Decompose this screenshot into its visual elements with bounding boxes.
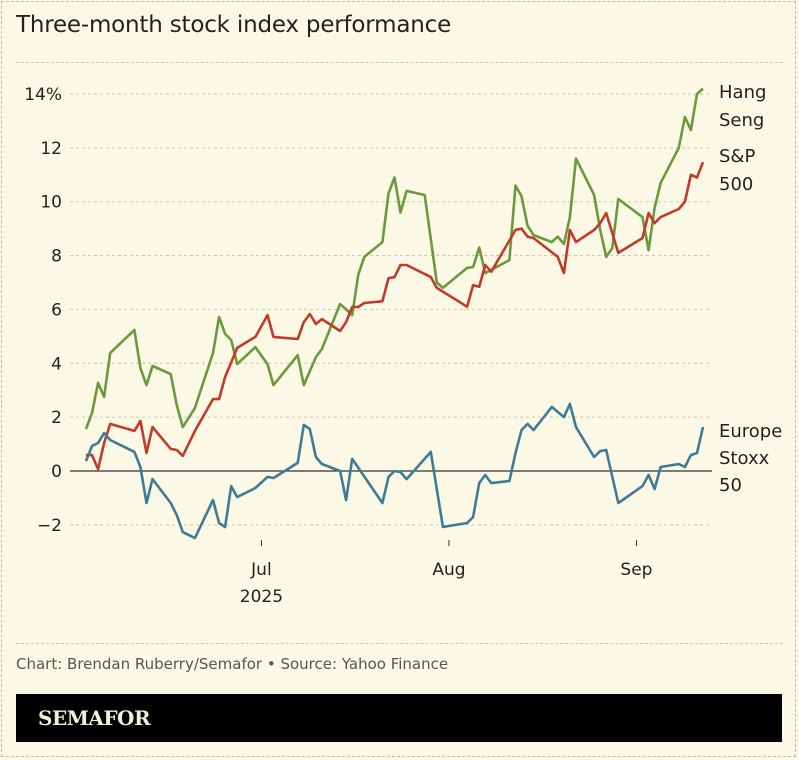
- y-tick-label: 8: [51, 247, 62, 267]
- y-tick-label: 14%: [24, 85, 62, 105]
- y-tick-label: 12: [40, 139, 62, 159]
- chart-title: Three-month stock index performance: [16, 12, 452, 38]
- series-label: S&P: [719, 146, 755, 167]
- series-line-hang-seng: [84, 87, 704, 430]
- divider-bottom: [16, 643, 783, 644]
- divider-top: [16, 62, 783, 63]
- x-tick-label: Aug: [432, 560, 465, 580]
- series-line-europe-stoxx-50: [84, 402, 705, 540]
- y-tick-label: 4: [51, 354, 62, 374]
- y-tick-label: 2: [51, 408, 62, 428]
- series-label: 50: [719, 475, 742, 496]
- brand-bar: SEMAFOR: [16, 694, 782, 742]
- series-label: Europe: [719, 421, 782, 442]
- series-label: Seng: [719, 110, 764, 131]
- source-credit: Chart: Brendan Ruberry/Semafor • Source:…: [16, 655, 449, 673]
- y-tick-label: 6: [51, 300, 62, 320]
- line-chart: −2 0 2 4 6 8 10 12 14% Jul 2025 Aug Sep Hang Seng S&P 50…: [24, 82, 782, 607]
- series-label: Hang: [719, 82, 766, 103]
- semafor-logo: SEMAFOR: [38, 706, 151, 730]
- series-line-s-p-500: [86, 161, 705, 471]
- y-tick-label: −2: [37, 516, 62, 536]
- series-label: Stoxx: [719, 448, 770, 469]
- y-tick-label: 0: [51, 462, 62, 482]
- x-tick-label: Sep: [620, 560, 652, 580]
- series-label: 500: [719, 174, 753, 195]
- x-tick-label: Jul: [250, 560, 272, 580]
- y-tick-label: 10: [40, 193, 62, 213]
- x-tick-sublabel: 2025: [240, 587, 283, 607]
